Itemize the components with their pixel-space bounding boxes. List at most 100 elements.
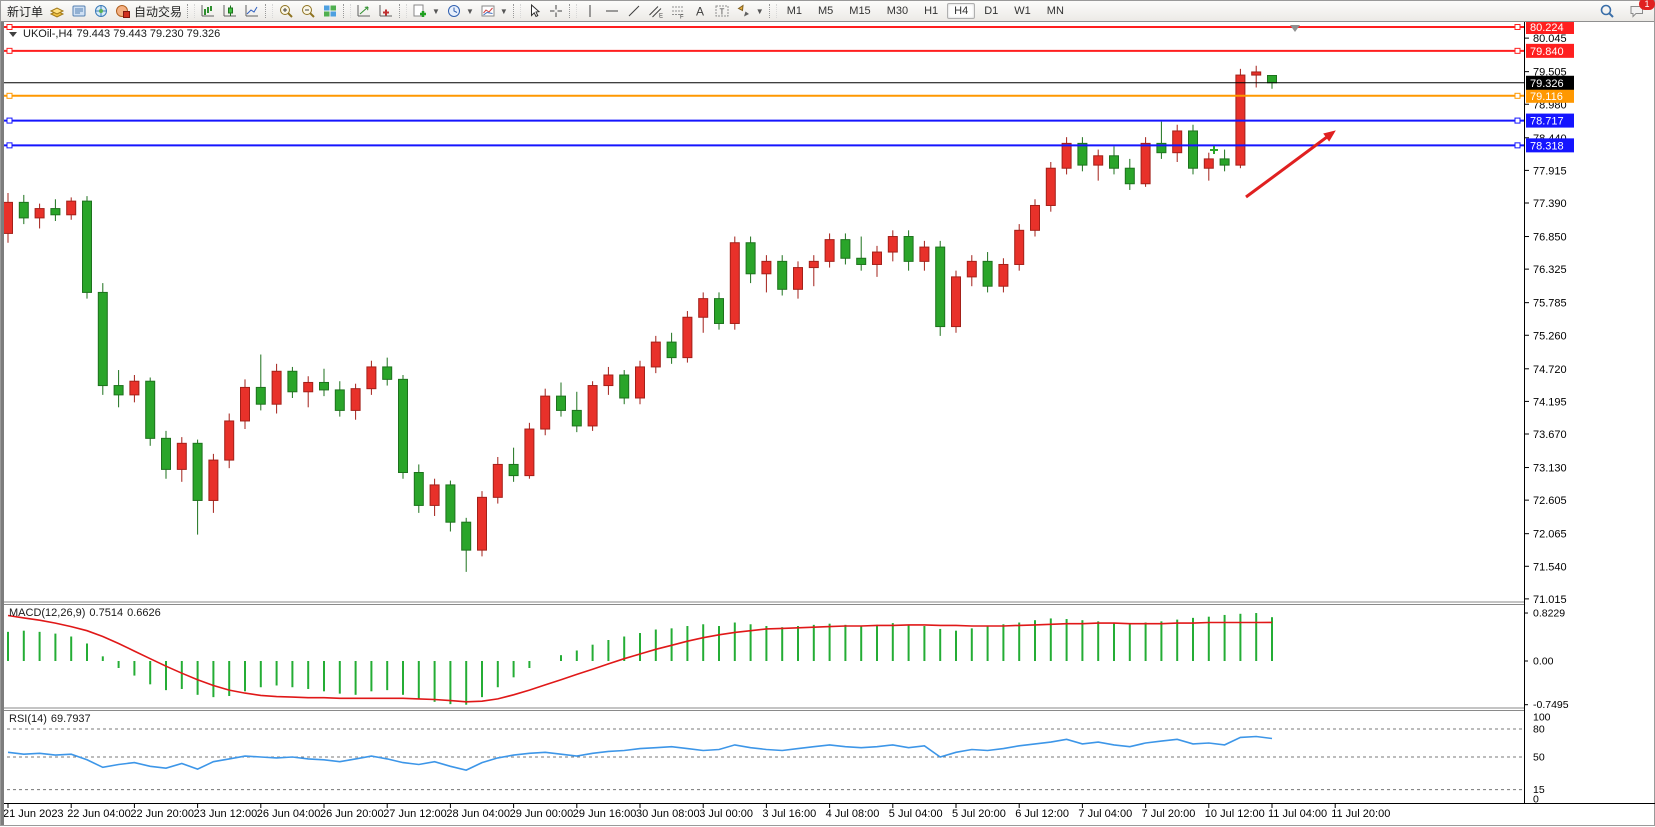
candle-bearish	[50, 208, 61, 216]
line-handle[interactable]	[6, 142, 13, 149]
tile-windows-button[interactable]	[319, 2, 341, 20]
zoom-in-icon	[280, 5, 293, 18]
add-indicator-button[interactable]: ▼	[409, 2, 443, 20]
chart-stack-icon[interactable]	[46, 2, 68, 20]
candle-bullish	[587, 385, 598, 427]
horizontal-price-lines[interactable]: 80.224 79.840 79.116 78.717 78.318 79.326	[1, 22, 1574, 153]
text-label-tool[interactable]: T	[711, 2, 733, 20]
candle-bullish	[477, 496, 487, 551]
price-line-badge-text: 78.318	[1530, 140, 1564, 152]
candle-bullish	[793, 267, 803, 290]
new-order-button[interactable]: 新订单	[7, 4, 44, 19]
line-handle[interactable]	[6, 47, 13, 54]
indicator-add-button[interactable]	[375, 2, 397, 20]
line-handle[interactable]	[1514, 24, 1521, 30]
line-handle[interactable]	[6, 24, 13, 30]
macd-indicator-label: MACD(12,26,9) 0.7514 0.6626	[9, 607, 161, 619]
candle-bullish	[224, 420, 235, 461]
annotation-arrow[interactable]	[1245, 130, 1336, 199]
price-line-badge	[1526, 113, 1574, 128]
macd-axis-label: -0.7495	[1533, 699, 1569, 711]
line-mode-icon	[245, 5, 259, 17]
candle-bullish	[998, 263, 1009, 287]
rsi-name: RSI(14)	[9, 713, 47, 725]
auto-trading-button[interactable]: 自动交易	[112, 2, 185, 20]
time-tick-label: 26 Jun 04:00	[257, 808, 321, 820]
time-tick-label: 27 Jun 12:00	[383, 808, 447, 820]
chart-canvas[interactable]: 80.04579.50578.98078.44077.91577.39076.8…	[1, 22, 1655, 827]
collapse-icon[interactable]	[9, 31, 17, 37]
candles-mode-button[interactable]	[219, 2, 241, 20]
vertical-line-tool[interactable]	[579, 2, 601, 20]
chart-ohlc-values: 79.443 79.443 79.230 79.326	[76, 28, 221, 40]
crosshair-tool-button[interactable]	[545, 2, 567, 20]
dropdown-caret-icon: ▼	[755, 6, 764, 16]
line-handle[interactable]	[6, 117, 13, 124]
periods-button[interactable]: ▼	[443, 2, 477, 20]
price-tick-label: 80.045	[1533, 33, 1567, 45]
channel-tool[interactable]: E	[645, 2, 667, 20]
chart-shift-marker[interactable]	[1290, 25, 1300, 32]
timeframe-m1-button[interactable]: M1	[786, 5, 802, 17]
trendline-tool[interactable]	[623, 2, 645, 20]
chart-stack-icon	[49, 7, 65, 18]
candle-bullish	[366, 366, 377, 390]
dropdown-caret-icon: ▼	[465, 6, 474, 16]
timeframe-w1-button[interactable]: W1	[1014, 5, 1031, 17]
indicator-window-button[interactable]	[353, 2, 375, 20]
chart-window: UKOil-,H4 79.443 79.443 79.230 79.326 MA…	[1, 22, 1655, 827]
candle-bullish	[66, 200, 77, 216]
candle-bearish	[1156, 142, 1167, 154]
candle-bearish	[82, 200, 92, 293]
timeframe-d1-button[interactable]: D1	[984, 5, 999, 17]
toolbar-separator	[343, 4, 352, 18]
timeframe-h4-button[interactable]: H4	[947, 3, 976, 19]
candle-bullish	[698, 298, 709, 318]
tline-icon	[628, 5, 640, 17]
candle-bearish	[382, 366, 393, 380]
candle-bullish	[919, 246, 930, 262]
market-watch-icon	[72, 5, 86, 17]
chat-button[interactable]: 1	[1626, 0, 1655, 20]
candle-bullish	[540, 395, 551, 430]
market-watch-icon[interactable]	[68, 2, 90, 20]
text-tool[interactable]: A	[689, 2, 711, 20]
candle-bullish	[303, 381, 314, 393]
cursor-tool-button[interactable]	[523, 2, 545, 20]
candle-bullish	[635, 366, 645, 399]
navigator-icon[interactable]	[90, 2, 112, 20]
time-tick-label: 28 Jun 04:00	[446, 808, 510, 820]
line-mode-button[interactable]	[241, 2, 263, 20]
line-handle[interactable]	[1514, 47, 1521, 54]
candle-bullish	[603, 374, 614, 387]
horizontal-line-tool[interactable]	[601, 2, 623, 20]
candle-bearish	[192, 442, 203, 501]
arrows-tool[interactable]: ▼	[733, 2, 767, 20]
fibonacci-tool[interactable]: F	[667, 2, 689, 20]
templates-button[interactable]: ▼	[477, 2, 511, 20]
search-button[interactable]	[1596, 2, 1618, 20]
time-tick-label: 21 Jun 2023	[3, 808, 64, 820]
candle-bearish	[903, 236, 914, 262]
candle-bullish	[951, 276, 961, 328]
timeframe-m5-button[interactable]: M5	[818, 5, 834, 17]
ind-add-icon	[379, 5, 393, 17]
timeframe-m30-button[interactable]: M30	[886, 5, 909, 17]
bars-mode-button[interactable]	[197, 2, 219, 20]
chart-title: UKOil-,H4 79.443 79.443 79.230 79.326	[9, 28, 220, 40]
candle-bearish	[1109, 155, 1119, 169]
zoom-in-button[interactable]	[275, 2, 297, 20]
line-handle[interactable]	[1514, 142, 1521, 149]
timeframe-m15-button[interactable]: M15	[849, 5, 871, 17]
price-line-badge-text: 78.717	[1530, 116, 1564, 128]
timeframe-mn-button[interactable]: MN	[1046, 5, 1064, 17]
line-handle[interactable]	[6, 92, 13, 99]
line-handle[interactable]	[1514, 117, 1521, 124]
candle-bullish	[1014, 229, 1025, 265]
line-handle[interactable]	[1514, 92, 1521, 99]
zoom-out-button[interactable]	[297, 2, 319, 20]
price-line-badge	[1526, 75, 1574, 90]
toolbar-separator	[512, 4, 521, 18]
timeframe-h1-button[interactable]: H1	[924, 5, 939, 17]
candle-bearish	[745, 242, 756, 275]
